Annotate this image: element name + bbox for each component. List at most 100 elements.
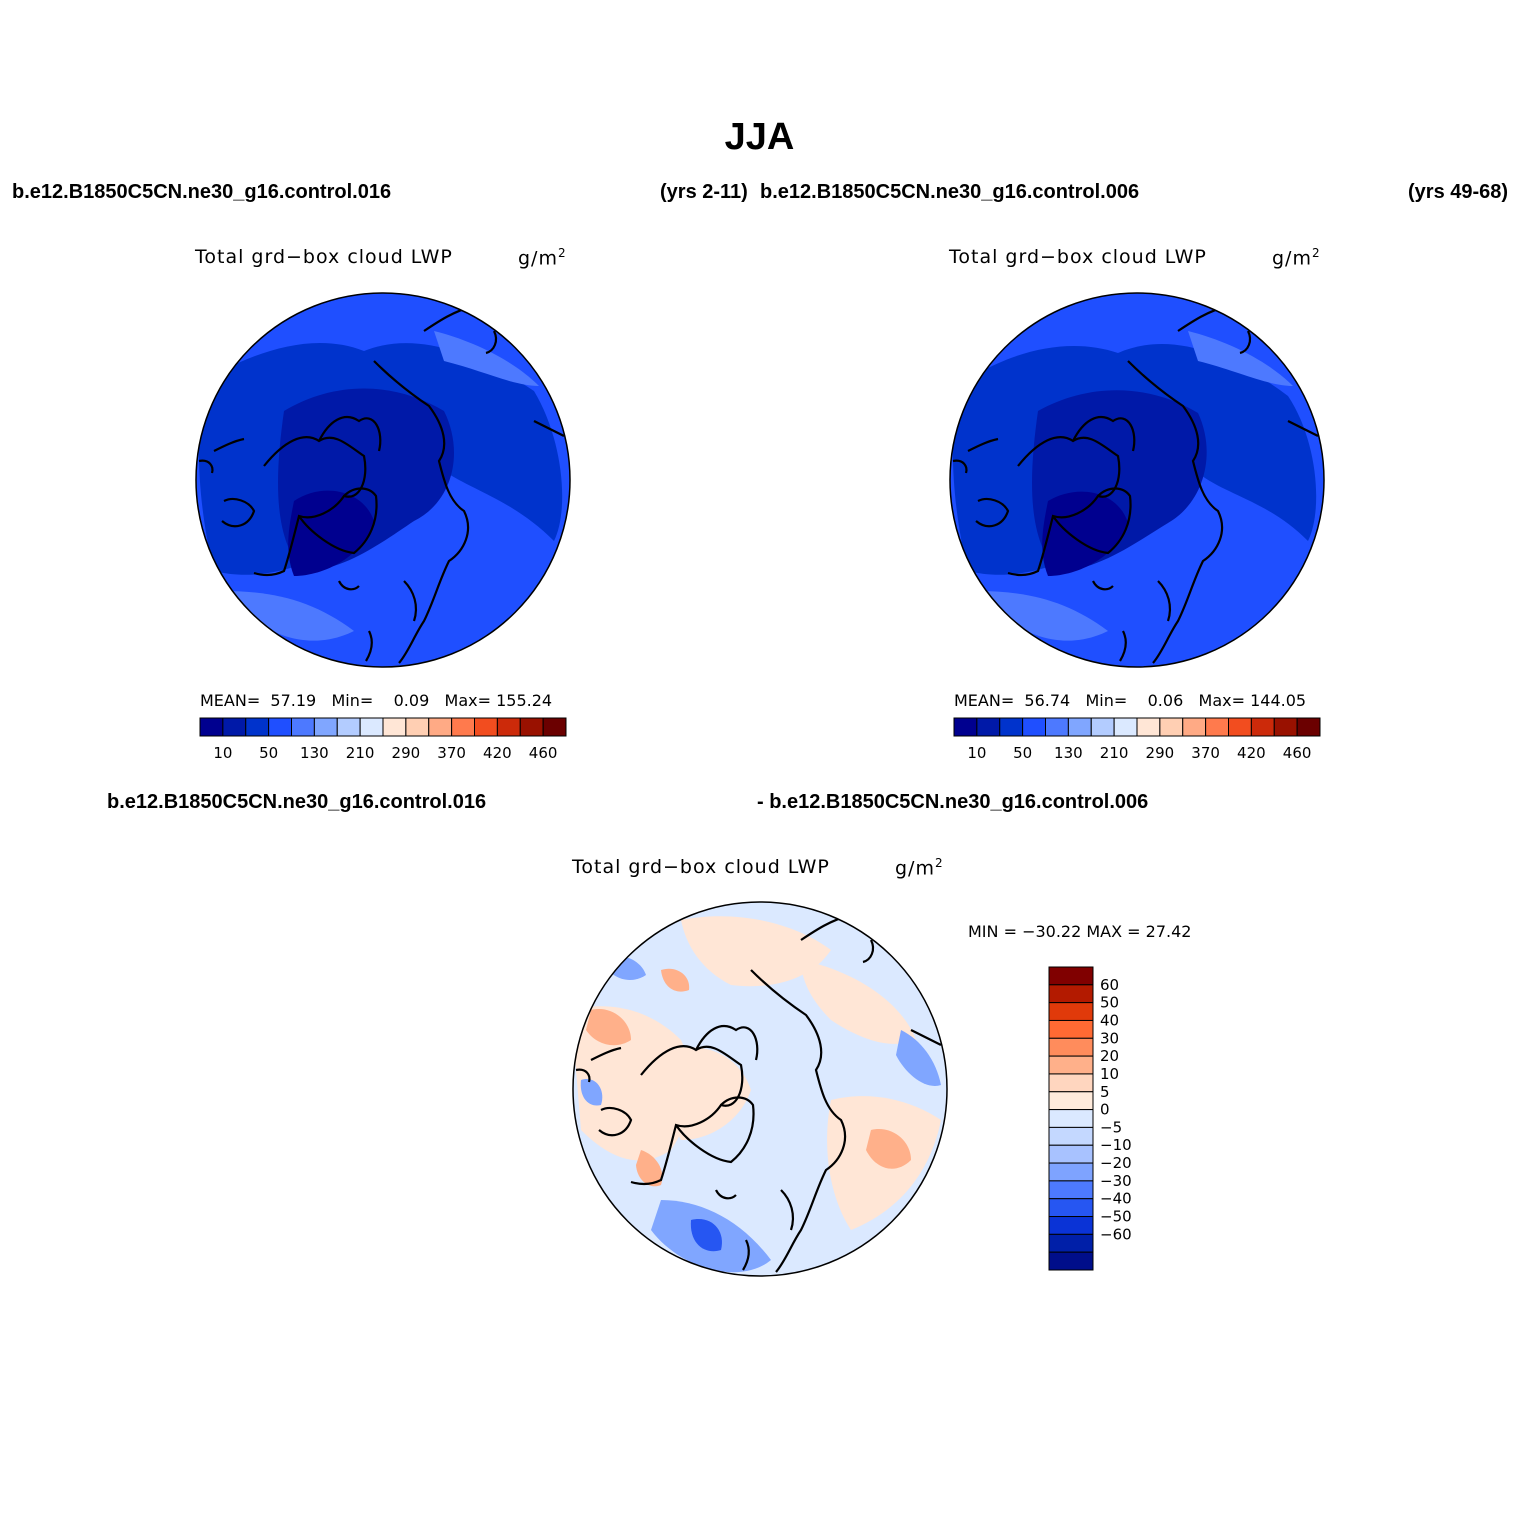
colorbar-swatch bbox=[474, 717, 498, 737]
colorbar-swatch bbox=[1048, 1162, 1094, 1182]
mean-value: 56.74 bbox=[1024, 691, 1071, 710]
colorbar-swatch bbox=[1048, 1216, 1094, 1235]
colorbar-swatch bbox=[1048, 1055, 1094, 1075]
diff-panel-variable: Total grd−box cloud LWP bbox=[572, 856, 830, 878]
left-panel-units: g/m2 bbox=[518, 246, 567, 270]
right-panel-variable: Total grd−box cloud LWP bbox=[949, 246, 1207, 268]
colorbar-swatch bbox=[519, 717, 544, 737]
case2-years-label: (yrs 49-68) bbox=[1408, 181, 1509, 203]
colorbar-swatch bbox=[336, 717, 361, 737]
colorbar-swatch bbox=[1067, 717, 1092, 737]
min-value: 0.09 bbox=[393, 691, 430, 710]
colorbar-swatch bbox=[1205, 717, 1229, 737]
coastlines bbox=[575, 913, 942, 1273]
diff-case1-label: b.e12.B1850C5CN.ne30_g16.control.016 bbox=[107, 791, 487, 813]
colorbar-tick-label: 10 bbox=[967, 744, 986, 762]
colorbar-tick-label: −40 bbox=[1100, 1190, 1132, 1208]
colorbar-swatch bbox=[1296, 717, 1321, 737]
negative-anomaly-region bbox=[580, 1079, 603, 1106]
colorbar-tick-label: 370 bbox=[1191, 744, 1220, 762]
left-panel-stats: MEAN= 57.19 Min= 0.09 Max= 155.24 bbox=[200, 691, 552, 710]
right-panel-units: g/m2 bbox=[1272, 246, 1321, 270]
diff-polar-map bbox=[572, 901, 948, 1277]
colorbar-swatch bbox=[199, 717, 224, 737]
max-value: 155.24 bbox=[496, 691, 553, 710]
colorbar-swatch bbox=[1048, 1126, 1094, 1146]
colorbar-swatch bbox=[382, 717, 407, 737]
figure-title: JJA bbox=[724, 116, 795, 158]
colorbar-swatch bbox=[496, 717, 521, 737]
positive-anomaly-region bbox=[681, 916, 831, 987]
colorbar-tick-label: −30 bbox=[1100, 1172, 1132, 1190]
colorbar-swatch bbox=[1228, 717, 1252, 737]
colorbar-tick-label: 210 bbox=[1100, 744, 1129, 762]
colorbar-tick-label: 20 bbox=[1100, 1047, 1119, 1065]
colorbar-swatch bbox=[1113, 717, 1138, 737]
colorbar-swatch bbox=[428, 717, 453, 737]
colorbar-swatch bbox=[1048, 1144, 1094, 1164]
colorbar-tick-label: 0 bbox=[1100, 1101, 1110, 1119]
colorbar-swatch bbox=[1273, 717, 1298, 737]
map-boundary bbox=[195, 292, 571, 668]
min-value: 0.06 bbox=[1147, 691, 1184, 710]
colorbar-swatch bbox=[1048, 1019, 1094, 1039]
colorbar-swatch bbox=[1090, 717, 1115, 737]
case2-label: b.e12.B1850C5CN.ne30_g16.control.006 bbox=[760, 181, 1140, 203]
colorbar-tick-label: 460 bbox=[1283, 744, 1312, 762]
colorbar-swatch bbox=[1250, 717, 1275, 737]
right-colorbar: 10 50 130 210 290 370 420 460 bbox=[953, 717, 1321, 762]
colorbar-tick-label: 5 bbox=[1100, 1083, 1110, 1101]
strong-positive-anomaly-region bbox=[866, 1129, 911, 1169]
colorbar-swatch bbox=[1048, 1251, 1094, 1271]
strong-positive-anomaly-region bbox=[586, 1009, 631, 1046]
right-panel-stats: MEAN= 56.74 Min= 0.06 Max= 144.05 bbox=[954, 691, 1306, 710]
mean-label: MEAN= bbox=[200, 691, 261, 710]
colorbar-swatch bbox=[291, 717, 315, 737]
colorbar-swatch bbox=[1048, 984, 1094, 1004]
colorbar-swatch bbox=[999, 717, 1024, 737]
colorbar-tick-label: 290 bbox=[1146, 744, 1175, 762]
colorbar-swatch bbox=[245, 717, 270, 737]
colorbar-swatch bbox=[313, 717, 338, 737]
colorbar-tick-label: 130 bbox=[1054, 744, 1083, 762]
max-label: Max= bbox=[1198, 691, 1245, 710]
max-label: Max= bbox=[444, 691, 491, 710]
strong-negative-anomaly-region bbox=[690, 1219, 722, 1252]
colorbar-swatch bbox=[542, 717, 567, 737]
map-boundary bbox=[572, 901, 948, 1277]
right-polar-map bbox=[949, 292, 1325, 668]
colorbar-tick-label: −60 bbox=[1100, 1225, 1132, 1243]
min-label: Min= bbox=[331, 691, 374, 710]
diff-minmax-label: MIN = −30.22 MAX = 27.42 bbox=[968, 922, 1192, 941]
colorbar-swatch bbox=[1048, 1109, 1094, 1128]
colorbar-tick-label: 420 bbox=[483, 744, 512, 762]
colorbar-tick-label: 50 bbox=[1013, 744, 1032, 762]
colorbar-swatch bbox=[451, 717, 475, 737]
coastlines bbox=[952, 304, 1319, 664]
colorbar-swatch bbox=[1048, 1091, 1094, 1111]
darkest-value-region bbox=[1042, 491, 1128, 576]
colorbar-swatch bbox=[405, 717, 430, 737]
left-panel-variable: Total grd−box cloud LWP bbox=[195, 246, 453, 268]
left-polar-map bbox=[195, 292, 571, 668]
left-colorbar: 10 50 130 210 290 370 420 460 bbox=[199, 717, 567, 762]
colorbar-tick-label: 420 bbox=[1237, 744, 1266, 762]
positive-anomaly-region bbox=[666, 1047, 751, 1140]
colorbar-tick-label: 210 bbox=[346, 744, 375, 762]
colorbar-swatch bbox=[1159, 717, 1184, 737]
colorbar-swatch bbox=[1048, 1198, 1094, 1218]
mean-value: 57.19 bbox=[270, 691, 317, 710]
light-value-region bbox=[224, 591, 354, 641]
negative-anomaly-region bbox=[896, 1030, 941, 1086]
darkest-value-region bbox=[288, 490, 374, 576]
colorbar-swatch bbox=[1048, 1002, 1094, 1021]
colorbar-tick-label: 50 bbox=[1100, 994, 1119, 1012]
colorbar-tick-label: −20 bbox=[1100, 1154, 1132, 1172]
colorbar-tick-label: 370 bbox=[437, 744, 466, 762]
colorbar-tick-label: −10 bbox=[1100, 1136, 1132, 1154]
colorbar-tick-label: 60 bbox=[1100, 976, 1119, 994]
case1-years-label: (yrs 2-11) bbox=[660, 181, 748, 203]
positive-anomaly-region bbox=[573, 1006, 692, 1161]
colorbar-swatch bbox=[1048, 1180, 1094, 1200]
